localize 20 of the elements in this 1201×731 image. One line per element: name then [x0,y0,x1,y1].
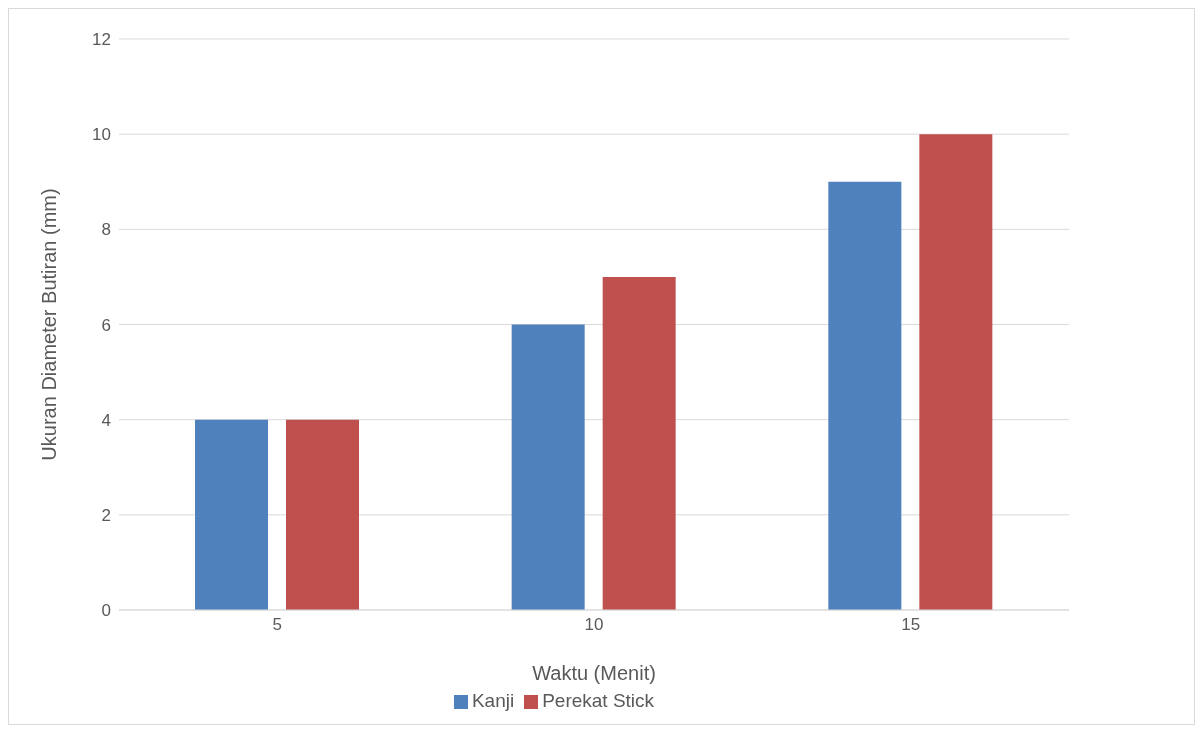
y-tick-label: 2 [101,505,111,525]
y-tick-label: 4 [101,410,111,430]
bar [919,134,993,610]
legend-label: Kanji [471,690,515,711]
bar [195,419,268,610]
x-axis-title: Waktu (Menit) [532,662,656,684]
bar [511,324,585,610]
x-tick-label: 5 [272,615,283,635]
y-tick-label: 8 [101,220,111,240]
y-tick-label: 10 [92,125,111,145]
x-tick-label: 10 [584,615,604,635]
y-axis-title: Ukuran Diameter Butiran (mm) [38,188,61,461]
bar [286,419,359,610]
bar [602,276,676,610]
bar [828,181,902,610]
legend-label: Perekat Stick [542,690,655,711]
y-tick-label: 12 [92,30,111,50]
x-tick-label: 15 [901,615,921,635]
y-tick-label: 0 [101,601,111,621]
y-tick-label: 6 [101,315,111,335]
